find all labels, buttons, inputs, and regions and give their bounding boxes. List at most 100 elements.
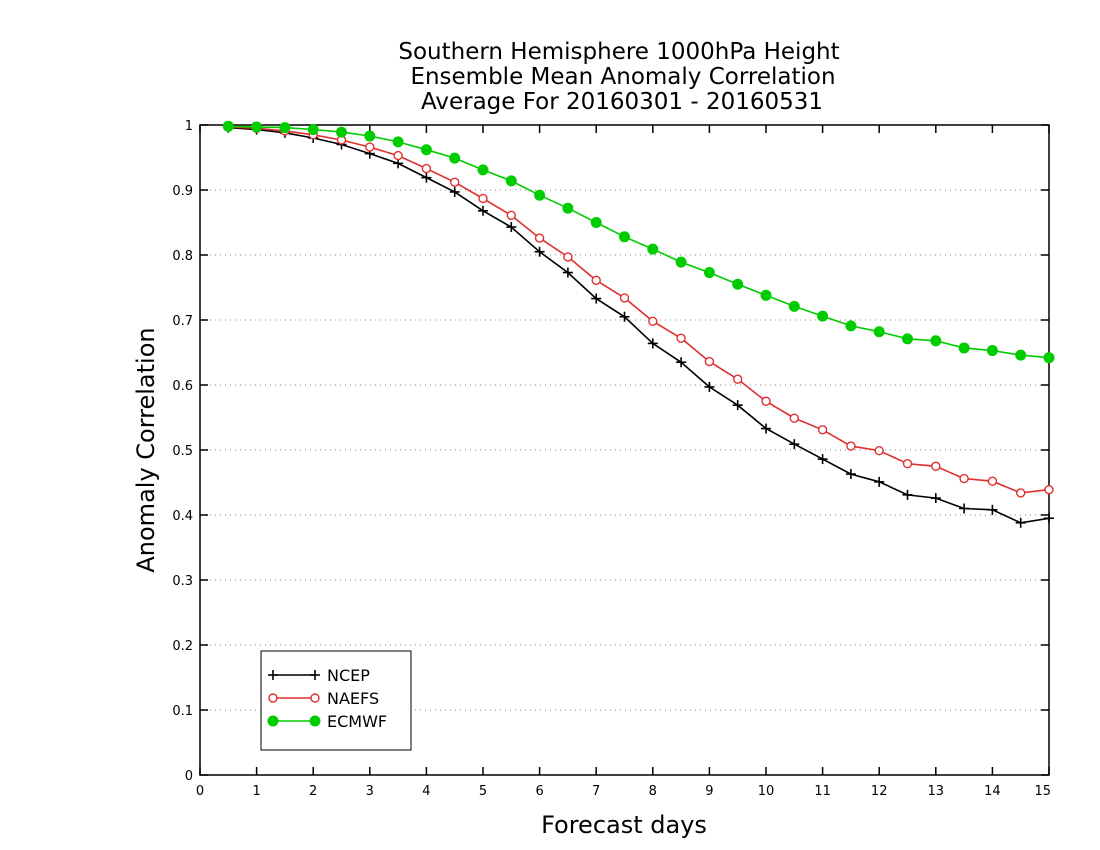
y-tick-label: 0.8: [172, 249, 193, 264]
title-line-3: Average For 20160301 - 20160531: [421, 89, 823, 115]
data-point: [760, 289, 772, 301]
data-point: [336, 126, 347, 138]
data-point: [789, 413, 799, 423]
gridlines: [200, 189, 1049, 711]
x-tick-label: 9: [705, 784, 713, 799]
data-point: [959, 473, 969, 484]
data-point: [1016, 488, 1026, 498]
data-point: [477, 164, 489, 176]
data-point: [675, 256, 687, 268]
data-point: [534, 189, 546, 201]
data-point: [563, 252, 573, 262]
x-tick-label: 1: [252, 784, 260, 799]
data-point: [449, 152, 461, 164]
data-point: [788, 300, 800, 312]
series-lines: [222, 120, 1055, 528]
x-tick-label: 14: [984, 784, 1001, 799]
data-point: [505, 175, 517, 187]
data-point: [534, 233, 545, 243]
x-tick-label: 15: [1034, 784, 1051, 799]
data-point: [392, 136, 404, 148]
data-point: [846, 441, 856, 451]
data-point: [676, 333, 686, 343]
legend-label: NAEFS: [327, 689, 379, 708]
data-point: [987, 476, 998, 486]
series-naefs: [223, 122, 1054, 498]
title-line-2: Ensemble Mean Anomaly Correlation: [410, 64, 835, 90]
data-point: [845, 320, 857, 332]
x-axis-label: Forecast days: [541, 811, 707, 839]
y-tick-label: 0: [185, 769, 193, 784]
x-tick-label: 4: [422, 784, 430, 799]
data-point: [562, 202, 574, 214]
y-tick-label: 1: [185, 119, 193, 134]
legend-label: ECMWF: [327, 712, 387, 731]
data-point: [704, 356, 715, 367]
data-point: [930, 335, 942, 347]
legend-box: [260, 650, 412, 751]
data-point: [310, 693, 320, 703]
series-ecmwf: [222, 120, 1055, 364]
y-tick-label: 0.6: [172, 379, 193, 394]
data-point: [393, 150, 403, 161]
data-point: [873, 326, 885, 338]
x-tick-label: 5: [479, 784, 487, 799]
data-point: [267, 715, 279, 727]
y-tick-label: 0.1: [172, 704, 193, 719]
series-line: [228, 126, 1050, 524]
data-point: [506, 210, 516, 221]
data-point: [307, 124, 319, 136]
x-tick-label: 6: [535, 784, 543, 799]
x-tick-label: 7: [592, 784, 600, 799]
data-point: [619, 231, 630, 243]
data-point: [450, 177, 460, 187]
data-point: [619, 293, 630, 303]
y-tick-label: 0.4: [172, 509, 193, 524]
legend: NCEP NAEFS ECMWF: [260, 650, 412, 751]
data-point: [590, 217, 602, 228]
series-ncep: [223, 122, 1054, 528]
data-point: [931, 461, 941, 471]
data-point: [1044, 484, 1054, 495]
data-point: [986, 345, 998, 357]
x-tick-label: 8: [649, 784, 657, 799]
x-tick-label: 3: [366, 784, 374, 799]
legend-label: NCEP: [327, 666, 370, 685]
x-tick-label: 12: [871, 784, 888, 799]
y-axis-ticks: 0 0.1 0.2 0.3 0.4 0.5 0.6 0.7 0.8 0.9 1: [172, 119, 1049, 784]
data-point: [421, 163, 432, 174]
x-tick-label: 10: [758, 784, 775, 799]
data-point: [365, 142, 375, 152]
data-point: [733, 374, 743, 384]
data-point: [478, 193, 488, 204]
data-point: [958, 342, 970, 354]
y-axis-label: Anomaly Correlation: [132, 327, 160, 572]
x-tick-label: 0: [196, 784, 204, 799]
data-point: [1043, 352, 1055, 364]
data-point: [251, 121, 263, 133]
title-line-1: Southern Hemisphere 1000hPa Height: [398, 39, 839, 65]
x-tick-label: 13: [928, 784, 945, 799]
data-point: [648, 316, 658, 326]
data-point: [309, 715, 321, 727]
series-line: [228, 125, 1050, 359]
data-point: [591, 275, 601, 286]
data-point: [732, 278, 744, 290]
data-point: [279, 122, 291, 134]
data-point: [817, 425, 828, 435]
data-point: [222, 120, 234, 132]
x-axis-ticks: 0 1 2 3 4 5 6 7 8 9 10 11 12 13 14 15: [196, 125, 1051, 799]
data-point: [761, 396, 771, 406]
data-point: [420, 144, 432, 156]
data-point: [1015, 349, 1027, 361]
y-tick-label: 0.9: [172, 184, 193, 199]
legend-entry-naefs: NAEFS: [268, 689, 379, 708]
data-point: [364, 130, 376, 142]
legend-entry-ncep: NCEP: [268, 666, 370, 685]
y-tick-label: 0.2: [172, 639, 193, 654]
x-tick-label: 2: [309, 784, 317, 799]
y-tick-label: 0.5: [172, 444, 193, 459]
data-point: [703, 267, 715, 279]
data-point: [874, 445, 884, 456]
